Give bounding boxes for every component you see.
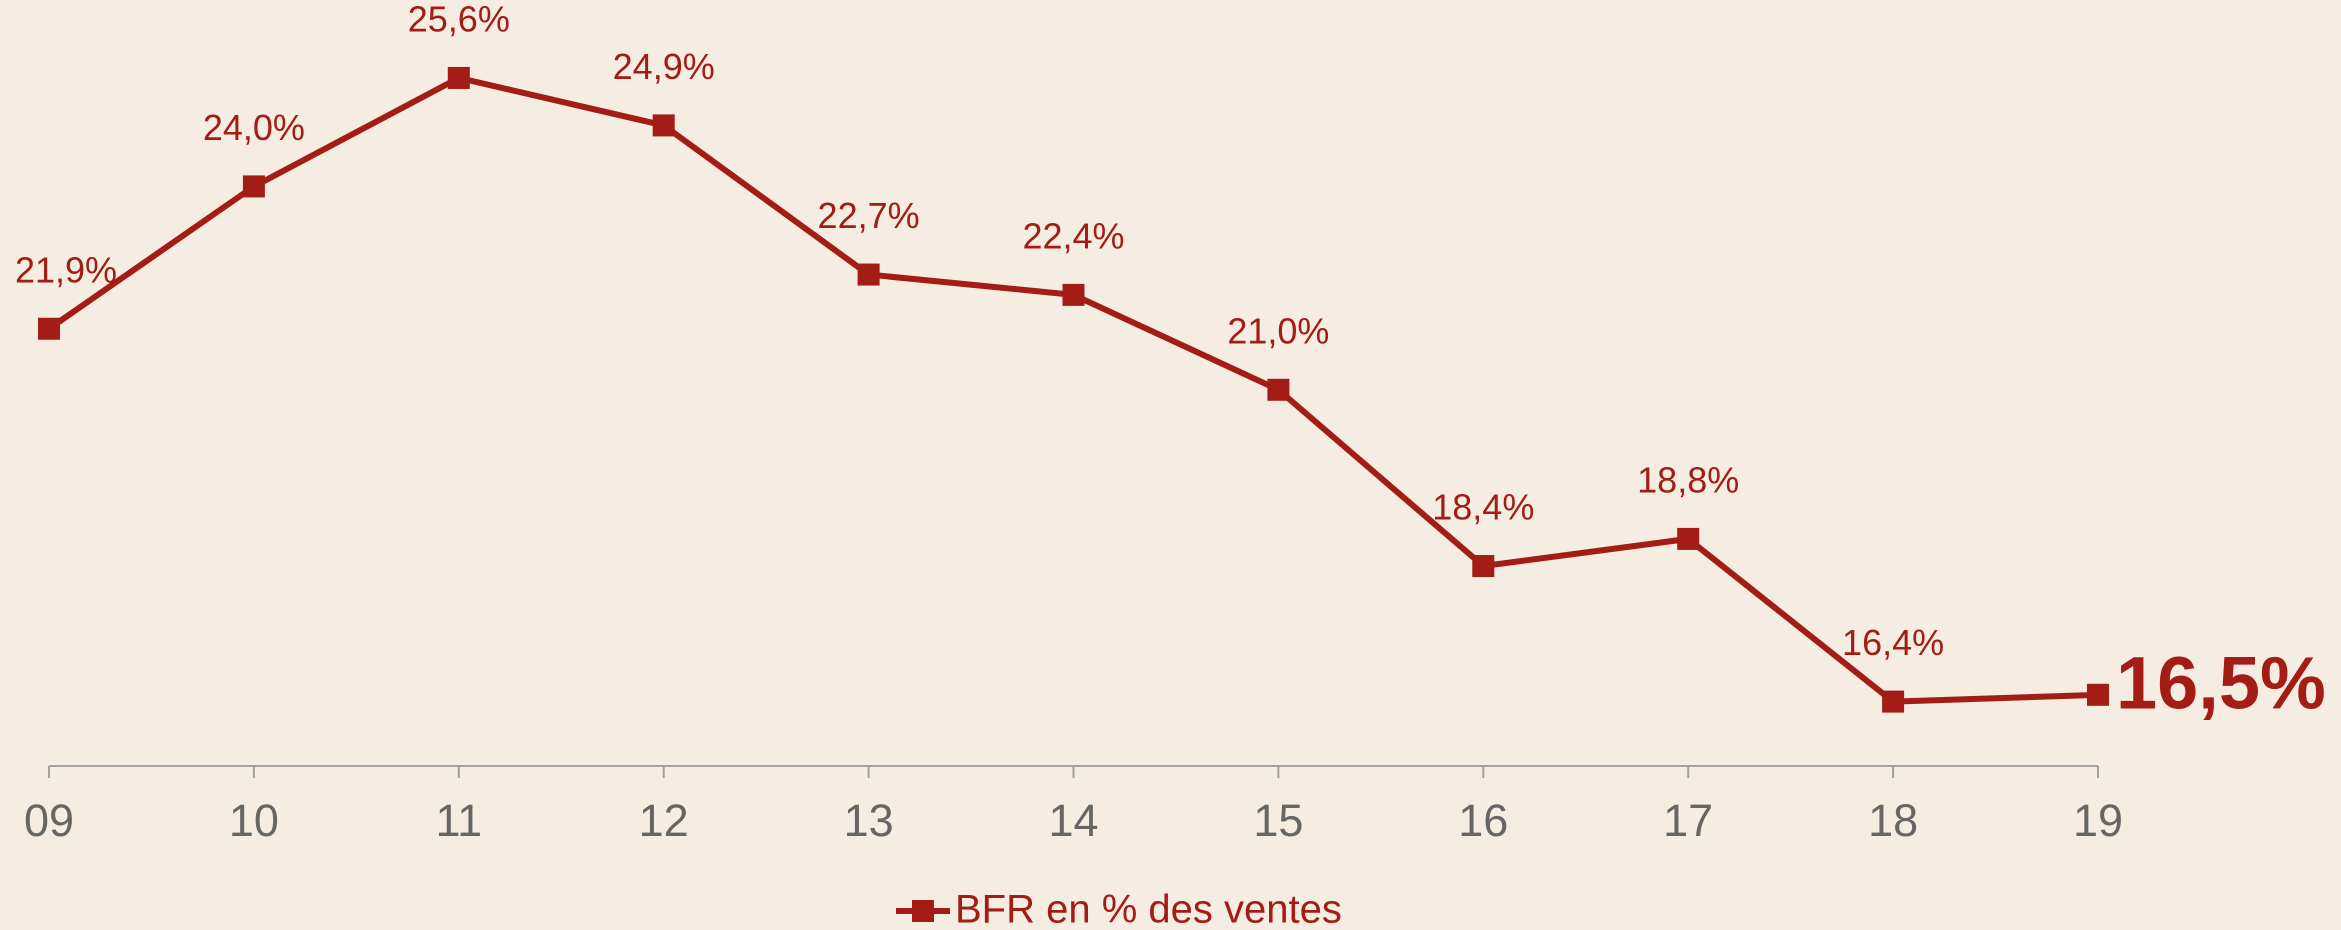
data-marker — [38, 317, 60, 340]
data-marker — [857, 263, 880, 286]
value-label: 18,8% — [1637, 459, 1739, 500]
data-marker — [242, 175, 265, 198]
legend-label: BFR en % des ventes — [955, 888, 1342, 930]
data-marker — [2087, 683, 2109, 706]
x-tick-label: 17 — [1663, 795, 1713, 846]
x-tick-label: 11 — [435, 795, 482, 846]
data-marker — [1267, 378, 1290, 401]
value-label: 24,9% — [613, 46, 715, 87]
value-label: 21,0% — [1227, 310, 1329, 351]
x-tick-label: 12 — [639, 795, 689, 846]
data-marker — [1677, 527, 1700, 550]
value-label: 25,6% — [408, 0, 510, 39]
x-tick-label: 15 — [1253, 795, 1303, 846]
data-marker — [1882, 690, 1905, 713]
data-marker — [1062, 283, 1085, 306]
x-tick-label: 13 — [844, 795, 894, 846]
value-label: 16,5% — [2116, 641, 2326, 724]
x-tick-label: 14 — [1048, 795, 1098, 846]
legend-marker — [912, 900, 934, 922]
data-marker — [1472, 555, 1495, 578]
x-tick-label: 09 — [24, 795, 74, 846]
value-label: 21,9% — [15, 249, 117, 290]
data-marker — [652, 114, 675, 137]
value-label: 16,4% — [1842, 622, 1944, 663]
value-label: 22,4% — [1022, 215, 1124, 256]
value-label: 22,7% — [818, 195, 920, 236]
value-label: 24,0% — [203, 107, 305, 148]
x-tick-label: 10 — [229, 795, 279, 846]
x-tick-label: 16 — [1458, 795, 1508, 846]
x-tick-label: 19 — [2073, 795, 2123, 846]
value-label: 18,4% — [1432, 487, 1534, 528]
data-marker — [447, 66, 470, 89]
x-tick-label: 18 — [1868, 795, 1918, 846]
